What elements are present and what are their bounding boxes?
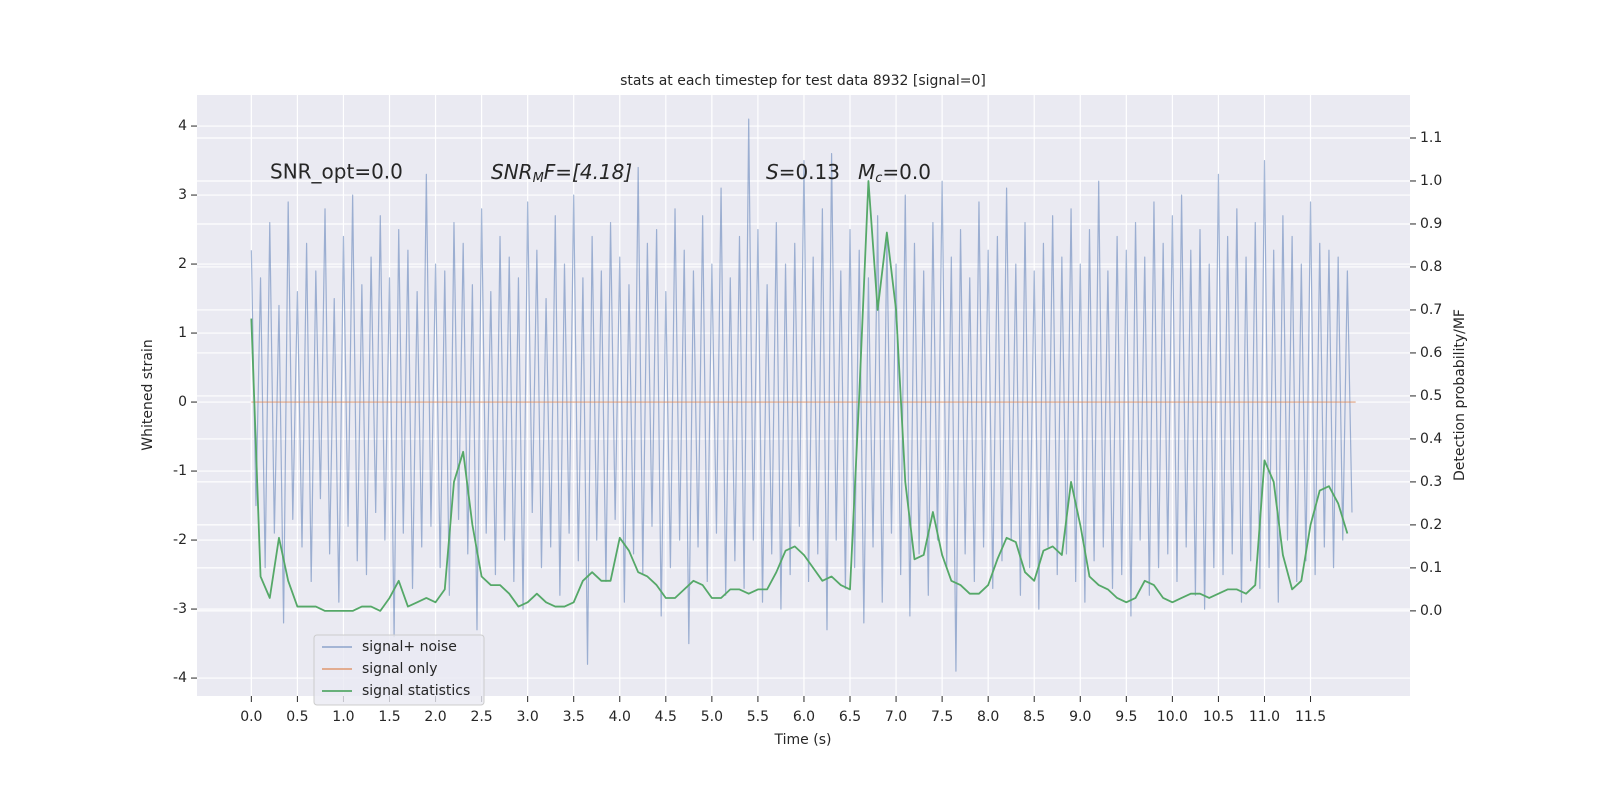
y2-tick-label: 0.9	[1420, 216, 1442, 232]
series-line	[250, 180, 1349, 612]
x-tick-label: 8.5	[1023, 709, 1045, 725]
legend-label: signal only	[362, 661, 437, 677]
y2-tick-label: 0.4	[1420, 431, 1442, 447]
legend-label: signal statistics	[362, 683, 470, 699]
x-tick-label: 4.5	[655, 709, 677, 725]
y-tick-label: -3	[173, 601, 187, 617]
x-tick-label: 3.5	[563, 709, 585, 725]
annotation-tail: =0.13	[779, 160, 840, 184]
x-tick-label: 3.0	[517, 709, 539, 725]
y2-tick-label: 1.0	[1420, 173, 1442, 189]
x-tick-label: 6.0	[793, 709, 815, 725]
x-tick-label: 0.5	[286, 709, 308, 725]
annotation: SNR_opt=0.0	[270, 160, 403, 184]
y2-tick-label: 0.6	[1420, 345, 1442, 361]
annotation: S=0.13	[766, 160, 840, 184]
x-tick-label: 7.0	[885, 709, 907, 725]
legend-box	[313, 634, 485, 706]
y2-tick-label: 0.1	[1420, 560, 1442, 576]
annotations: SNR_opt=0.0 SNRMF=[4.18] S=0.13 Mc=0.0	[270, 160, 931, 186]
series-line	[250, 118, 1353, 672]
y-tick-label: 3	[178, 187, 187, 203]
legend: signal+ noise signal only signal statistic…	[313, 634, 485, 706]
legend-label: signal+ noise	[362, 639, 457, 655]
y2-tick-label: 0.2	[1420, 517, 1442, 533]
x-tick-label: 8.0	[977, 709, 999, 725]
x-tick-label: 1.0	[332, 709, 354, 725]
y-tick-label: -1	[173, 463, 187, 479]
y-axis-label: Whitened strain	[140, 339, 156, 450]
x-tick-label: 0.0	[240, 709, 262, 725]
marks	[250, 118, 1356, 672]
x-tick-label: 1.5	[378, 709, 400, 725]
x-tick-label: 6.5	[839, 709, 861, 725]
x-tick-label: 5.5	[747, 709, 769, 725]
y-tick-label: -4	[173, 670, 187, 686]
x-tick-label: 7.5	[931, 709, 953, 725]
x-tick-label: 11.5	[1295, 709, 1326, 725]
annotation-base: SNR	[491, 160, 533, 184]
y2-tick-label: 0.5	[1420, 388, 1442, 404]
x-tick-label: 4.0	[609, 709, 631, 725]
y2-tick-label: 1.1	[1420, 130, 1442, 146]
annotation-sub: M	[533, 171, 544, 186]
y-tick-label: -2	[173, 532, 187, 548]
x-tick-label: 11.0	[1249, 709, 1280, 725]
annotation-tail: =0.0	[882, 160, 931, 184]
y2-tick-label: 0.3	[1420, 474, 1442, 490]
x-axis-label: Time (s)	[774, 732, 832, 748]
x-tick-label: 9.5	[1115, 709, 1137, 725]
x-tick-label: 5.0	[701, 709, 723, 725]
x-tick-label: 10.0	[1157, 709, 1188, 725]
x-tick-label: 10.5	[1203, 709, 1234, 725]
annotation-sub: c	[875, 171, 882, 186]
y-tick-label: 4	[178, 118, 187, 134]
annotation: Mc=0.0	[858, 160, 931, 186]
y2-tick-label: 0.0	[1420, 603, 1442, 619]
y-tick-label: 2	[178, 256, 187, 272]
annotation-base: M	[858, 160, 875, 184]
y2-tick-label: 0.7	[1420, 302, 1442, 318]
y-tick-label: 0	[178, 394, 187, 410]
x-tick-label: 2.5	[470, 709, 492, 725]
axes: 0.0 0.5 1.0 1.5 2.0 2.5 3.0 3.5 4.0 4.5 5.0 5.5 6.0 6…	[173, 118, 1442, 725]
annotation-tail: F=[4.18]	[544, 160, 632, 184]
annotation: SNRMF=[4.18]	[491, 160, 632, 186]
x-tick-label: 9.0	[1069, 709, 1091, 725]
y-tick-label: 1	[178, 325, 187, 341]
x-tick-label: 2.0	[424, 709, 446, 725]
y2-axis-label: Detection probability/MF	[1452, 309, 1468, 481]
chart-title: stats at each timestep for test data 893…	[620, 73, 986, 89]
y2-tick-label: 0.8	[1420, 259, 1442, 275]
annotation-base: S	[766, 160, 779, 184]
